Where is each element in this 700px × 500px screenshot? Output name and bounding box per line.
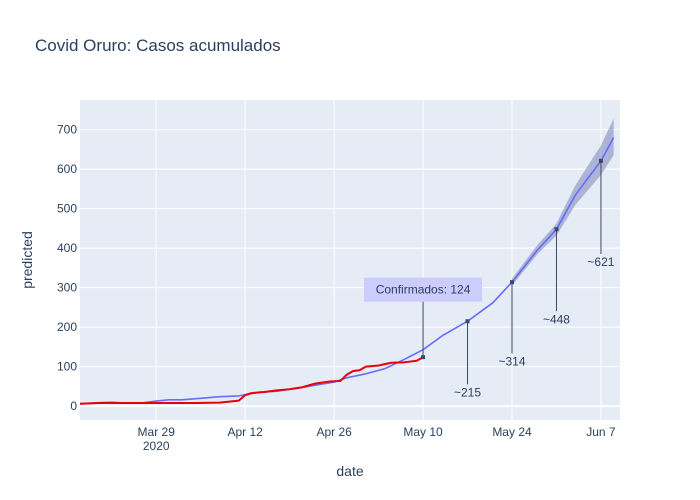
annotation-marker [421, 355, 426, 360]
annotations: Confirmados: 124 ~215 ~314 ~448 ~621 [364, 158, 615, 399]
annotation: ~215 [454, 319, 481, 399]
x-tick-label: Apr 12 [227, 425, 263, 439]
annotation: Confirmados: 124 [364, 277, 483, 360]
x-tick-label: May 24 [492, 425, 532, 439]
y-tick-label: 700 [57, 123, 77, 137]
annotation: ~448 [543, 227, 570, 326]
y-tick-label: 100 [57, 360, 77, 374]
y-tick-label: 300 [57, 281, 77, 295]
y-tick-label: 0 [70, 399, 77, 413]
chart-title: Covid Oruro: Casos acumulados [35, 36, 281, 55]
x-tick-label: May 10 [403, 425, 443, 439]
annotation-marker [554, 227, 559, 232]
y-tick-label: 400 [57, 241, 77, 255]
x-tick-label: Jun 7 [586, 425, 616, 439]
annotation-marker [598, 158, 603, 163]
annotation-marker [465, 319, 470, 324]
x-tick-label: Mar 29 [138, 425, 176, 439]
y-axis-ticks: 0 100 200 300 400 500 600 700 [57, 123, 77, 414]
annotation-label: ~314 [498, 355, 525, 369]
x-tick-sublabel: 2020 [143, 439, 170, 453]
annotation: ~621 [587, 158, 615, 269]
x-axis-title: date [336, 463, 363, 479]
grid [80, 100, 620, 420]
y-tick-label: 200 [57, 320, 77, 334]
annotation: ~314 [498, 280, 526, 369]
y-axis-title: predicted [19, 231, 35, 289]
x-tick-label: Apr 26 [316, 425, 352, 439]
annotation-label: ~448 [543, 312, 570, 326]
y-tick-label: 500 [57, 202, 77, 216]
annotation-label: ~215 [454, 385, 481, 399]
annotation-marker [510, 280, 514, 285]
confirmed-line [79, 356, 424, 405]
y-tick-label: 600 [57, 162, 77, 176]
annotation-label: Confirmados: 124 [376, 283, 471, 297]
annotation-label: ~621 [587, 255, 614, 269]
annotation-box [364, 277, 483, 302]
